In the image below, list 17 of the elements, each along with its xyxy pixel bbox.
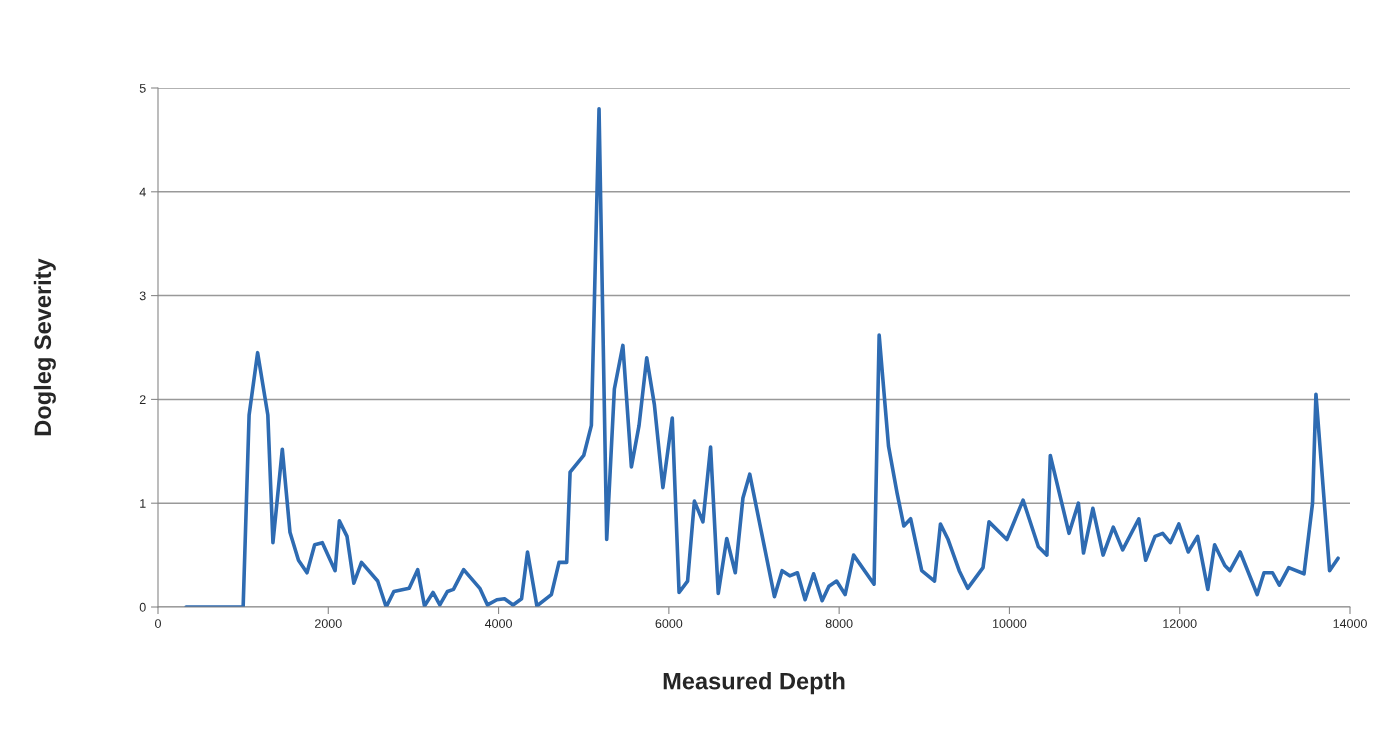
y-tick-label: 5 bbox=[139, 83, 146, 93]
y-tick-label: 2 bbox=[139, 395, 146, 404]
x-tick-label: 6000 bbox=[655, 619, 683, 628]
x-axis-title: Measured Depth bbox=[663, 672, 845, 695]
y-tick-label: 0 bbox=[139, 602, 146, 612]
y-axis-title: Dogleg Severity bbox=[33, 258, 56, 436]
y-tick-label: 4 bbox=[139, 187, 146, 197]
x-tick-label: 0 bbox=[155, 619, 161, 628]
x-tick-label: 8000 bbox=[825, 619, 853, 628]
line-series bbox=[184, 106, 1340, 607]
x-tick-label: 4000 bbox=[484, 619, 512, 628]
x-tick-label: 10000 bbox=[993, 619, 1027, 628]
y-tick-label: 1 bbox=[140, 499, 146, 508]
x-tick-label: 14000 bbox=[1333, 619, 1367, 628]
y-tick-label: 3 bbox=[139, 291, 146, 301]
x-tick-label: 12000 bbox=[1163, 619, 1197, 628]
x-tick-label: 2000 bbox=[315, 619, 342, 628]
